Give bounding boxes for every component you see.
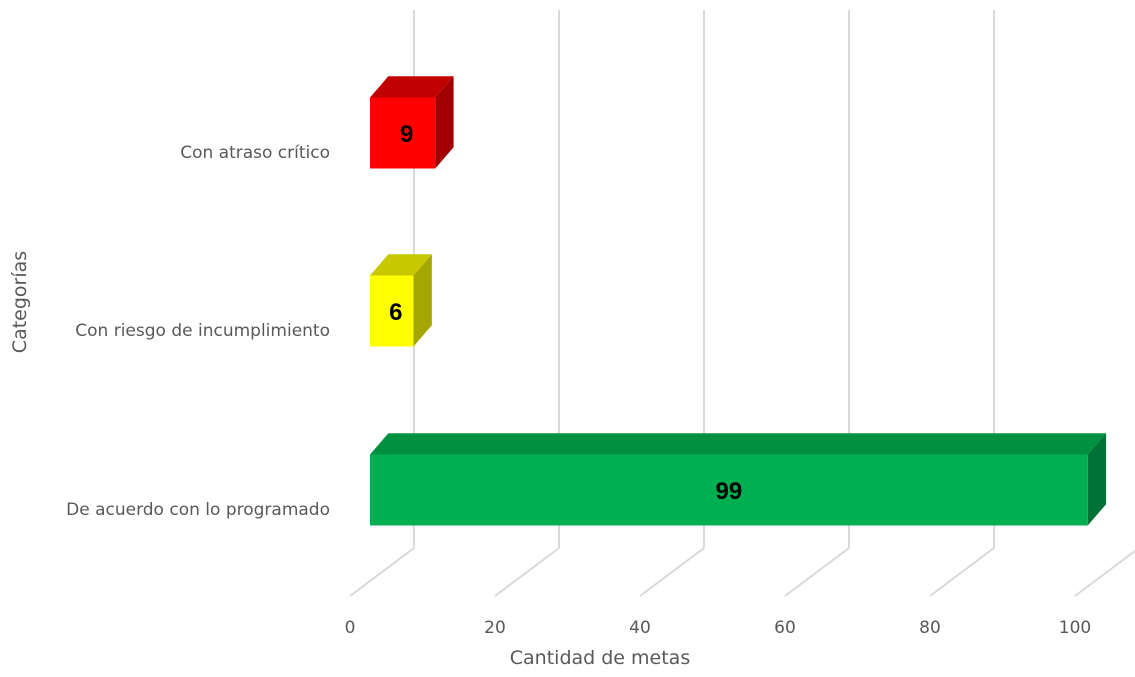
gridline-floor-40 (639, 547, 705, 597)
x-tick-label-40: 40 (629, 618, 651, 638)
x-tick-label-20: 20 (484, 618, 506, 638)
bars: 9 6 99 (370, 76, 1107, 526)
gridline-floor-0 (349, 547, 415, 597)
gridline-floor-20 (494, 547, 560, 597)
bar-1: 9 (370, 76, 454, 169)
gridline-floor-80 (929, 547, 995, 597)
bar-front-face (370, 97, 436, 169)
bar-front-face (370, 454, 1088, 526)
bar-value-label: 99 (716, 478, 743, 505)
bar-3: 99 (370, 433, 1107, 526)
x-tick-labels: 0 20 40 60 80 100 (345, 618, 1092, 638)
bar-front-face (370, 275, 414, 347)
category-labels: Con atraso crítico Con riesgo de incumpli… (66, 143, 330, 520)
bar-2: 6 (370, 254, 432, 347)
x-tick-label-80: 80 (919, 618, 941, 638)
bar-top-face (370, 254, 432, 276)
bar-value-label: 9 (400, 121, 413, 148)
x-tick-label-60: 60 (774, 618, 796, 638)
bar-side-face (435, 76, 454, 169)
category-label-3: De acuerdo con lo programado (66, 500, 330, 520)
gridline-floor-60 (784, 547, 850, 597)
gridline-floor-100 (1074, 549, 1135, 597)
bar-top-face (370, 433, 1107, 455)
bar-side-face (1087, 433, 1107, 526)
y-axis-title: Categorías (9, 251, 31, 353)
category-label-1: Con atraso crítico (180, 143, 330, 163)
bar-value-label: 6 (389, 299, 402, 326)
bar-side-face (413, 254, 432, 347)
category-label-2: Con riesgo de incumplimiento (75, 321, 330, 341)
x-tick-label-0: 0 (345, 618, 356, 638)
x-tick-label-100: 100 (1059, 618, 1091, 638)
bar-top-face (370, 76, 454, 98)
x-axis-title: Cantidad de metas (510, 647, 690, 669)
